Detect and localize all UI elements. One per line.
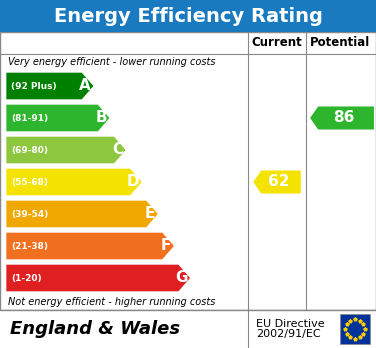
- Polygon shape: [310, 106, 374, 129]
- Text: C: C: [112, 142, 123, 158]
- Text: F: F: [161, 238, 171, 253]
- Text: 86: 86: [333, 111, 355, 126]
- Bar: [0, 310, 376, 348]
- Text: Not energy efficient - higher running costs: Not energy efficient - higher running co…: [8, 297, 215, 307]
- Polygon shape: [6, 72, 94, 100]
- Text: A: A: [79, 79, 91, 94]
- Text: Very energy efficient - lower running costs: Very energy efficient - lower running co…: [8, 57, 215, 67]
- Bar: [0, 0, 376, 32]
- Text: Current: Current: [252, 37, 302, 49]
- Text: Energy Efficiency Rating: Energy Efficiency Rating: [53, 7, 323, 25]
- Text: G: G: [175, 270, 188, 285]
- Text: B: B: [96, 111, 107, 126]
- Polygon shape: [6, 104, 110, 132]
- Polygon shape: [6, 168, 142, 196]
- Polygon shape: [6, 136, 126, 164]
- Text: (21-38): (21-38): [11, 242, 48, 251]
- Text: E: E: [145, 206, 155, 221]
- Polygon shape: [6, 200, 158, 228]
- Text: (92 Plus): (92 Plus): [11, 81, 57, 90]
- Polygon shape: [6, 264, 191, 292]
- Text: England & Wales: England & Wales: [10, 320, 180, 338]
- Text: 62: 62: [268, 174, 290, 190]
- Text: (81-91): (81-91): [11, 113, 48, 122]
- Polygon shape: [253, 171, 301, 193]
- Text: 2002/91/EC: 2002/91/EC: [256, 329, 321, 339]
- Text: D: D: [127, 174, 139, 190]
- Text: (69-80): (69-80): [11, 145, 48, 155]
- Bar: [0, 32, 376, 310]
- Bar: [340, 314, 370, 344]
- Text: EU Directive: EU Directive: [256, 319, 324, 329]
- Polygon shape: [6, 232, 174, 260]
- Text: (39-54): (39-54): [11, 209, 48, 219]
- Text: (1-20): (1-20): [11, 274, 42, 283]
- Text: Potential: Potential: [310, 37, 370, 49]
- Text: (55-68): (55-68): [11, 177, 48, 187]
